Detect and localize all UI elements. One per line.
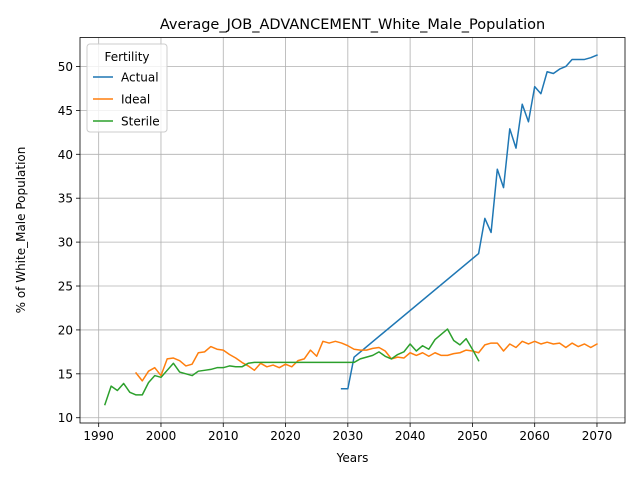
series-line-ideal [135,340,598,382]
legend-entries: Actual Ideal Sterile [93,71,160,129]
y-tick-label: 35 [58,192,73,206]
x-tick-label: 2030 [333,429,364,443]
x-tick-label: 2020 [270,429,301,443]
y-tick-label: 15 [58,367,73,381]
x-tick-label: 2050 [457,429,488,443]
legend-label-ideal: Ideal [121,93,150,107]
y-tick-label: 45 [58,104,73,118]
x-tick-label: 2000 [146,429,177,443]
x-axis: 1990 2000 2010 2020 2030 2040 2050 2060 2070 [83,423,612,443]
legend-label-sterile: Sterile [121,115,160,129]
legend: Fertility Actual Ideal Sterile [86,43,168,133]
y-tick-label: 10 [58,411,73,425]
x-axis-label: Years [336,451,369,465]
grid [80,37,625,423]
y-tick-label: 20 [58,323,73,337]
legend-box [86,43,168,133]
series-line-actual [340,54,598,390]
x-tick-label: 2060 [519,429,550,443]
x-tick-label: 1990 [83,429,114,443]
legend-title: Fertility [104,50,149,64]
y-tick-label: 25 [58,280,73,294]
x-tick-label: 2040 [395,429,426,443]
chart-title: Average_JOB_ADVANCEMENT_White_Male_Popul… [160,17,545,33]
y-tick-label: 50 [58,60,73,74]
y-axis-label: % of White_Male Population [14,147,28,314]
series-line-sterile [103,328,480,406]
x-tick-label: 2010 [208,429,239,443]
y-tick-label: 30 [58,236,73,250]
plot-frame [79,37,626,424]
y-tick-label: 40 [58,148,73,162]
legend-label-actual: Actual [121,71,159,85]
x-tick-label: 2070 [582,429,613,443]
plot-lines [103,54,598,406]
y-axis: 10 15 20 25 30 35 40 45 50 [58,60,80,425]
